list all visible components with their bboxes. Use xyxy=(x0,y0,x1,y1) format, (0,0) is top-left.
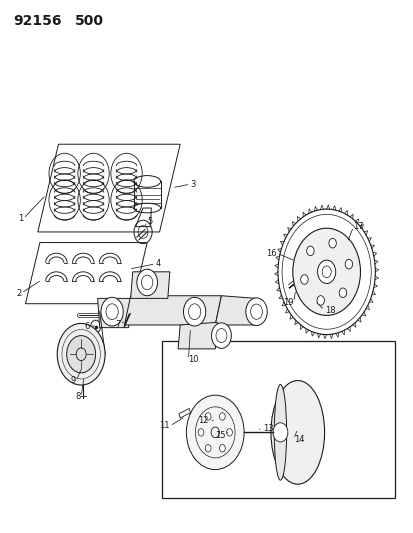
Circle shape xyxy=(226,429,232,436)
Text: 1: 1 xyxy=(18,214,23,223)
Circle shape xyxy=(57,324,105,385)
Circle shape xyxy=(186,395,244,470)
Circle shape xyxy=(66,336,95,373)
Text: 8: 8 xyxy=(76,392,81,401)
Ellipse shape xyxy=(270,381,324,484)
Text: 500: 500 xyxy=(75,14,104,28)
Text: 11: 11 xyxy=(159,422,169,431)
Circle shape xyxy=(211,323,231,349)
Text: 92156: 92156 xyxy=(13,14,62,28)
Circle shape xyxy=(272,423,287,442)
Text: 14: 14 xyxy=(293,435,304,444)
Text: 7: 7 xyxy=(115,320,120,329)
Polygon shape xyxy=(178,322,217,349)
Text: 3: 3 xyxy=(190,180,195,189)
Circle shape xyxy=(317,260,335,284)
Text: 17: 17 xyxy=(353,222,363,231)
Text: 6: 6 xyxy=(84,321,89,330)
Circle shape xyxy=(198,429,203,436)
Circle shape xyxy=(306,246,313,256)
Circle shape xyxy=(338,288,346,297)
Polygon shape xyxy=(124,296,221,325)
Circle shape xyxy=(101,297,123,326)
Ellipse shape xyxy=(273,384,286,480)
Text: 15: 15 xyxy=(214,431,225,440)
Text: 16: 16 xyxy=(266,249,276,258)
Circle shape xyxy=(300,274,307,284)
Polygon shape xyxy=(215,296,256,325)
Circle shape xyxy=(219,445,225,452)
Circle shape xyxy=(137,269,157,296)
Text: 18: 18 xyxy=(324,305,335,314)
Text: 9: 9 xyxy=(71,376,76,385)
Circle shape xyxy=(328,238,335,248)
Circle shape xyxy=(316,296,324,305)
Text: 10: 10 xyxy=(188,355,199,364)
Text: 5: 5 xyxy=(147,217,152,226)
Circle shape xyxy=(245,298,267,326)
Circle shape xyxy=(292,228,360,316)
Polygon shape xyxy=(131,272,169,298)
Circle shape xyxy=(183,297,205,326)
Polygon shape xyxy=(97,298,131,328)
Circle shape xyxy=(219,413,225,420)
Circle shape xyxy=(205,445,211,452)
Circle shape xyxy=(205,413,211,420)
Circle shape xyxy=(344,260,352,269)
Text: 13: 13 xyxy=(262,424,273,433)
Bar xyxy=(161,341,394,498)
Text: 2: 2 xyxy=(16,288,21,297)
Text: 12: 12 xyxy=(198,416,209,425)
Text: 4: 4 xyxy=(155,260,160,268)
Text: 19: 19 xyxy=(282,298,293,307)
